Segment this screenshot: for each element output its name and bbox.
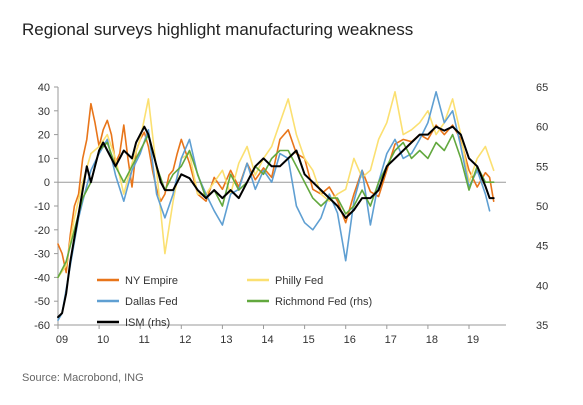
x-tick-label: 11: [138, 334, 149, 346]
series-line-ism-rhs: [57, 125, 495, 319]
legend-label: Philly Fed: [275, 275, 323, 287]
legend-label: NY Empire: [125, 275, 178, 287]
y-right-tick-label: 55: [536, 161, 548, 173]
source-note: Source: Macrobond, ING: [22, 372, 144, 384]
x-tick-label: 13: [220, 334, 232, 346]
y-left-tick-label: 0: [44, 177, 50, 189]
chart-title: Regional surveys highlight manufacturing…: [22, 20, 414, 39]
y-left-tick-label: -40: [34, 272, 50, 284]
y-left-tick-label: -50: [34, 296, 50, 308]
y-left-tick-label: -30: [34, 249, 50, 261]
y-left-tick-label: -60: [34, 320, 50, 332]
x-tick-label: 14: [261, 334, 273, 346]
series-line-ny-empire: [57, 102, 495, 274]
y-left-tick-label: -10: [34, 201, 50, 213]
y-left-tick-label: 10: [38, 153, 50, 165]
x-tick-label: 19: [467, 334, 479, 346]
series-layer: [57, 91, 495, 322]
legend-label: Richmond Fed (rhs): [275, 296, 372, 308]
x-tick-label: 16: [344, 334, 356, 346]
y-left-tick-label: 40: [38, 82, 50, 94]
y-left-tick-label: 20: [38, 130, 50, 142]
x-tick-label: 17: [385, 334, 397, 346]
x-tick-label: 12: [179, 334, 191, 346]
y-right-tick-label: 40: [536, 280, 548, 292]
y-left-tick-label: 30: [38, 106, 50, 118]
x-tick-label: 15: [302, 334, 314, 346]
series-line-richmond-fed-rhs: [57, 133, 495, 279]
y-right-tick-label: 35: [536, 320, 548, 332]
axes: -60 -50 -40 -30 -20 -10 0 10 20 30 40 35 40 45 50 55 60 6…: [34, 82, 548, 346]
y-right-tick-label: 50: [536, 201, 548, 213]
x-tick-label: 09: [56, 334, 68, 346]
series-line-dallas-fed: [57, 91, 491, 322]
y-right-tick-label: 60: [536, 122, 548, 134]
legend-label: Dallas Fed: [125, 296, 178, 308]
legend: NY Empire Philly Fed Dallas Fed Richmond Fe…: [97, 275, 372, 329]
x-tick-label: 18: [426, 334, 438, 346]
y-left-tick-label: -20: [34, 225, 50, 237]
y-right-tick-label: 65: [536, 82, 548, 94]
x-tick-label: 10: [97, 334, 109, 346]
legend-label: ISM (rhs): [125, 317, 170, 329]
y-right-tick-label: 45: [536, 241, 548, 253]
